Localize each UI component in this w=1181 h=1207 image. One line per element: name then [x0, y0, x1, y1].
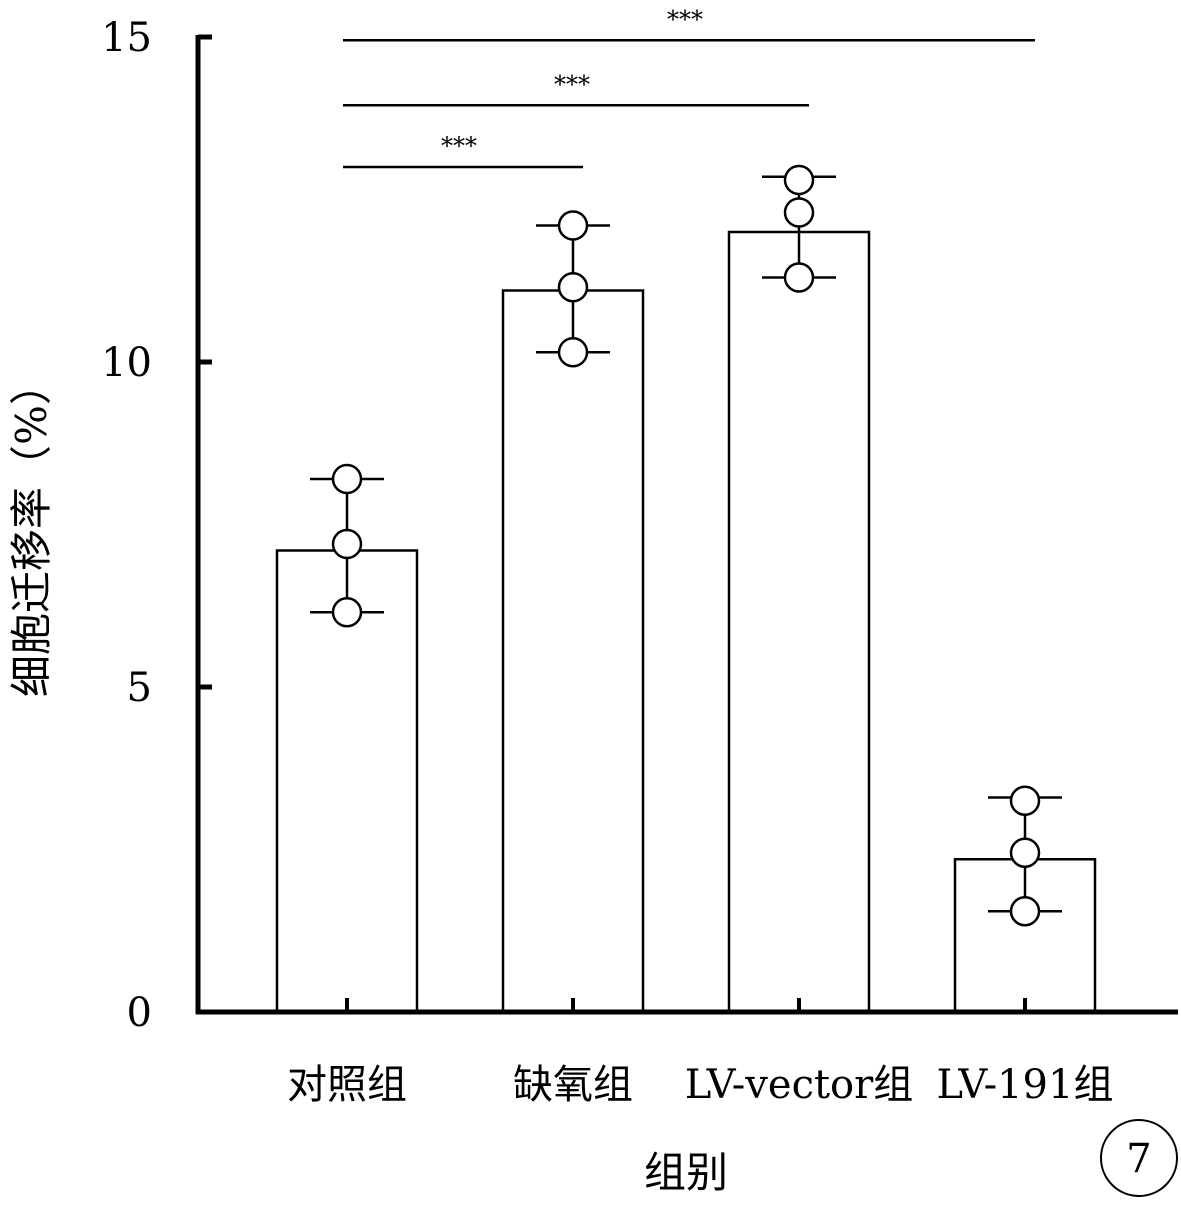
bar — [501, 289, 645, 1014]
x-tick-label: 对照组 — [287, 1062, 407, 1108]
data-point — [1009, 785, 1041, 816]
significance-label: *** — [667, 5, 703, 33]
data-point — [783, 164, 815, 196]
x-tick-label: LV-vector组 — [685, 1062, 914, 1108]
y-tick-label: 5 — [127, 665, 152, 711]
y-tick-label: 0 — [127, 990, 152, 1036]
panel-badge-circle — [1100, 1119, 1178, 1197]
plot-area: 0 5 10 15 对照组 缺氧组 LV-vector组 LV-191组 *** *** *** — [101, 5, 1178, 1108]
data-point — [331, 528, 363, 560]
y-tick-label: 10 — [101, 340, 152, 386]
data-point — [557, 337, 589, 368]
panel-badge-label: 7 — [1126, 1136, 1151, 1182]
data-point — [557, 210, 589, 241]
panel-badge: 7 — [1100, 1119, 1178, 1197]
data-point — [331, 597, 363, 628]
y-axis-title: 细胞迁移率（%） — [7, 363, 56, 697]
data-point — [331, 463, 363, 495]
x-tick-label: LV-191组 — [937, 1062, 1114, 1108]
data-point — [557, 272, 589, 303]
significance-label: *** — [441, 132, 477, 160]
data-point — [1009, 837, 1041, 868]
data-point — [1009, 896, 1041, 927]
x-tick-label: 缺氧组 — [513, 1062, 633, 1108]
x-axis-title: 组别 — [644, 1148, 728, 1197]
bar — [727, 230, 871, 1014]
data-point — [783, 197, 815, 228]
y-tick-label: 15 — [101, 15, 152, 61]
data-point — [783, 262, 815, 293]
significance-label: *** — [554, 70, 590, 98]
